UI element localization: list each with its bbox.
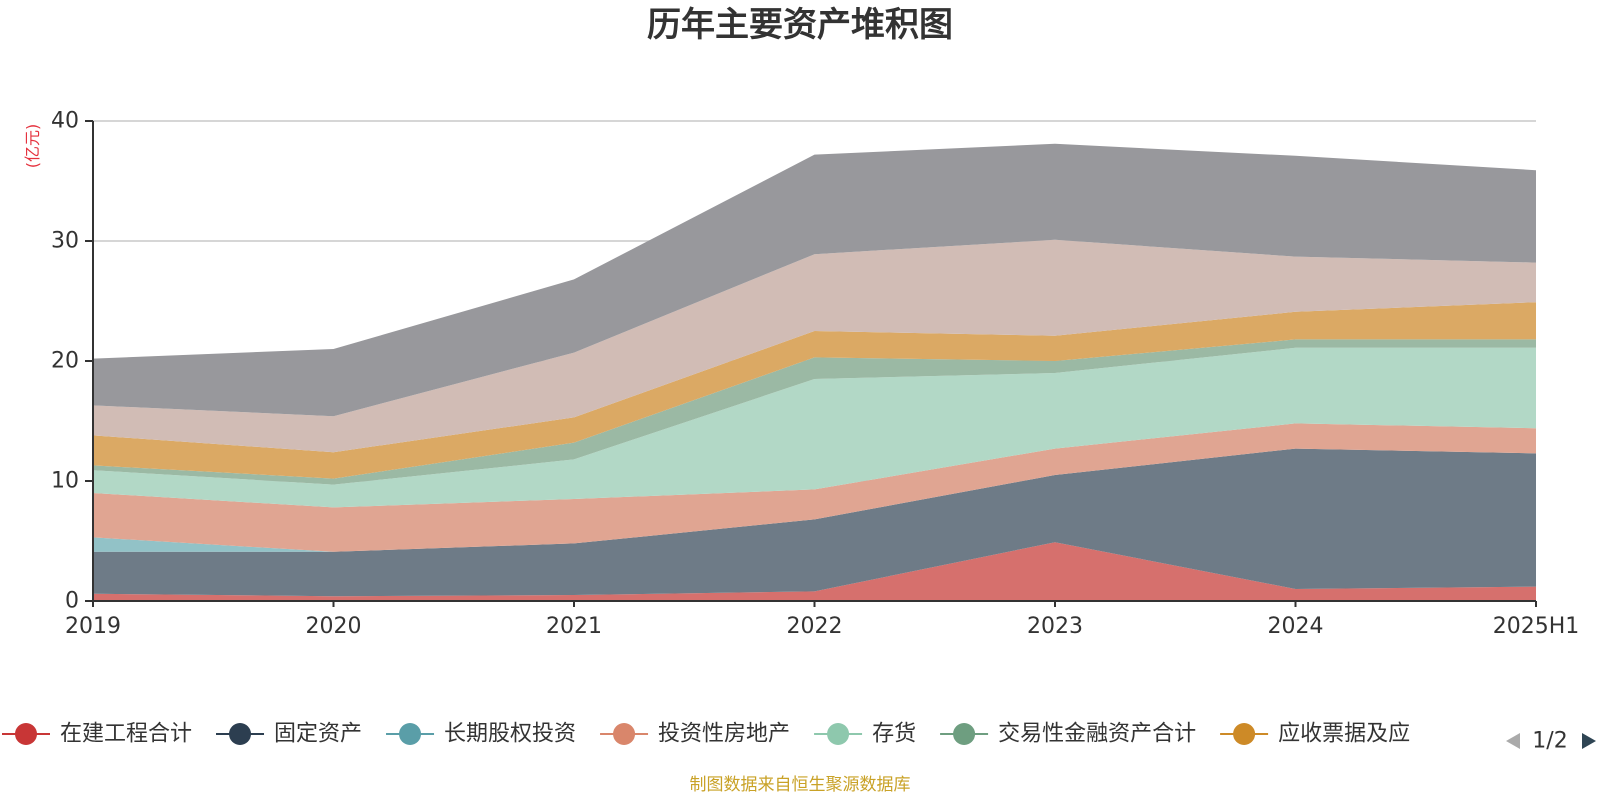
legend-marker-icon xyxy=(229,723,252,745)
area-在建工程合计[interactable] xyxy=(93,542,1536,601)
legend-label: 长期股权投资 xyxy=(444,722,576,747)
y-tick-labels: 0 10 20 30 40 xyxy=(51,109,79,614)
legend-item[interactable]: 在建工程合计 xyxy=(2,722,192,747)
x-tick-label: 2020 xyxy=(306,614,362,639)
legend-label: 应收票据及应 xyxy=(1278,722,1410,747)
legend-label: 在建工程合计 xyxy=(60,722,192,747)
legend-next-icon[interactable] xyxy=(1582,733,1596,749)
y-tick-label: 0 xyxy=(65,589,79,614)
x-tick-label: 2019 xyxy=(65,614,121,639)
legend-marker-icon xyxy=(953,723,976,745)
chart-title: 历年主要资产堆积图 xyxy=(647,5,953,45)
area-其他资产[interactable] xyxy=(93,239,1536,453)
area-投资性房地产[interactable] xyxy=(93,423,1536,552)
y-unit-label: (亿元) xyxy=(23,124,42,169)
legend-prev-icon[interactable] xyxy=(1506,733,1520,749)
y-tick-label: 10 xyxy=(51,469,79,494)
legend-label: 交易性金融资产合计 xyxy=(998,722,1196,747)
area-交易性金融资产合计[interactable] xyxy=(93,339,1536,485)
area-series xyxy=(93,143,1536,601)
legend-label: 存货 xyxy=(872,722,916,747)
legend-marker-icon xyxy=(827,723,850,745)
legend-item[interactable]: 交易性金融资产合计 xyxy=(940,722,1196,747)
legend-item[interactable]: 固定资产 xyxy=(216,722,362,747)
y-tick-label: 20 xyxy=(51,349,79,374)
area-存货[interactable] xyxy=(93,347,1536,508)
x-tick-label: 2021 xyxy=(546,614,602,639)
legend-item[interactable]: 存货 xyxy=(814,722,916,747)
legend-marker-icon xyxy=(1233,723,1256,745)
x-tick-label: 2025H1 xyxy=(1493,614,1580,639)
legend-label: 投资性房地产 xyxy=(658,722,790,747)
legend-item[interactable]: 应收票据及应 xyxy=(1220,722,1410,747)
axes xyxy=(85,120,1537,607)
x-tick-label: 2022 xyxy=(787,614,843,639)
x-tick-label: 2023 xyxy=(1027,614,1083,639)
legend-label: 固定资产 xyxy=(274,722,362,747)
x-tick-label: 2024 xyxy=(1268,614,1324,639)
legend-marker-icon xyxy=(613,723,636,745)
y-tick-label: 40 xyxy=(51,109,79,134)
legend-pager: 1/2 xyxy=(1506,729,1596,754)
legend: 在建工程合计 固定资产 长期股权投资 投资性房地产 存货 交易性金融资产合计 应收票据及应 xyxy=(2,722,1410,747)
legend-marker-icon xyxy=(15,723,37,745)
area-货币资金[interactable] xyxy=(93,143,1536,417)
legend-marker-icon xyxy=(399,723,422,745)
area-固定资产[interactable] xyxy=(93,448,1536,597)
legend-page-indicator: 1/2 xyxy=(1532,729,1567,754)
data-source-note: 制图数据来自恒生聚源数据库 xyxy=(690,775,911,795)
y-tick-label: 30 xyxy=(51,229,79,254)
x-tick-labels: 2019 2020 2021 2022 2023 2024 2025H1 xyxy=(65,614,1579,639)
legend-item[interactable]: 投资性房地产 xyxy=(600,722,790,747)
area-应收票据及应收账款[interactable] xyxy=(93,302,1536,479)
legend-item[interactable]: 长期股权投资 xyxy=(386,722,576,747)
